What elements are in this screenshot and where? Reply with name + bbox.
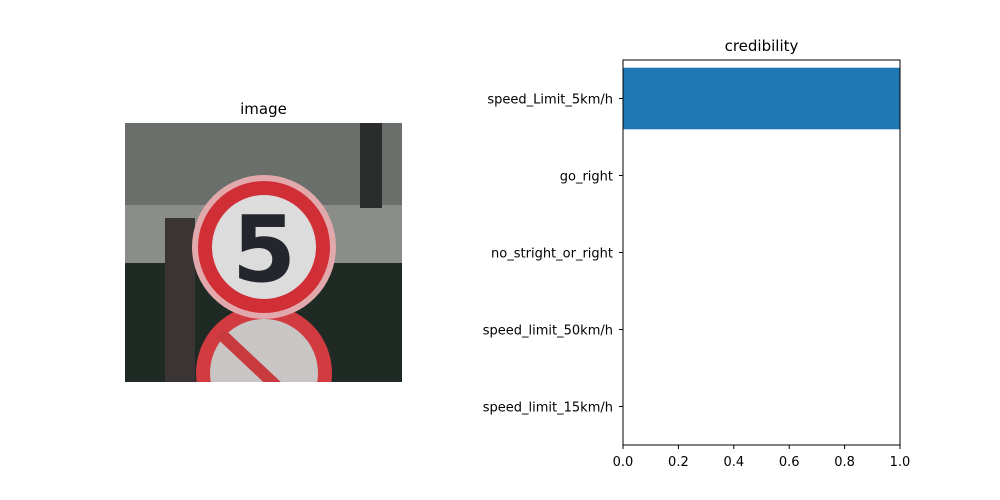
x-tick-label: 1.0 xyxy=(890,455,911,470)
y-tick-label: no_stright_or_right xyxy=(491,247,613,262)
x-tick-label: 0.8 xyxy=(834,455,855,470)
chart-title: credibility xyxy=(724,37,799,55)
svg-text:5: 5 xyxy=(232,196,296,303)
image-title: image xyxy=(240,100,287,118)
y-tick-label: speed_limit_15km/h xyxy=(483,401,613,416)
x-tick-label: 0.4 xyxy=(723,455,744,470)
y-tick-label: speed_Limit_5km/h xyxy=(487,93,613,108)
x-tick-label: 0.6 xyxy=(779,455,800,470)
y-tick-label: go_right xyxy=(560,170,613,185)
bar-0 xyxy=(623,67,900,130)
y-tick-label: speed_limit_50km/h xyxy=(483,324,613,339)
traffic-sign-image: 5 xyxy=(125,123,402,382)
x-tick-label: 0.2 xyxy=(668,455,689,470)
x-tick-label: 0.0 xyxy=(613,455,634,470)
